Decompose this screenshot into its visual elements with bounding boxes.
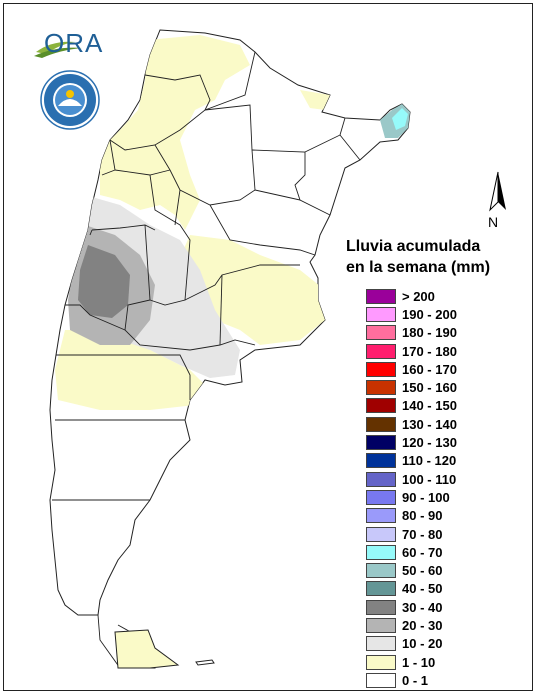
legend-item: > 200 — [366, 287, 516, 305]
legend-item: 80 - 90 — [366, 507, 516, 525]
legend-label: 60 - 70 — [402, 544, 443, 560]
legend-item: 50 - 60 — [366, 561, 516, 579]
legend-label: 90 - 100 — [402, 489, 450, 505]
isla-de-los-estados — [195, 659, 215, 666]
legend-swatch — [366, 617, 396, 633]
legend-swatch — [366, 471, 396, 487]
north-label: N — [488, 214, 499, 230]
legend-swatch — [366, 343, 396, 359]
legend-label: 130 - 140 — [402, 416, 457, 432]
legend-swatch — [366, 544, 396, 560]
legend-swatch — [366, 453, 396, 469]
legend-swatch — [366, 416, 396, 432]
legend-label: 50 - 60 — [402, 563, 443, 579]
legend-item: 30 - 40 — [366, 598, 516, 616]
legend-label: 150 - 160 — [402, 380, 457, 396]
zone-1-10-northeast — [300, 90, 330, 110]
zone-60-70-misiones — [392, 108, 408, 130]
legend-item: 100 - 110 — [366, 470, 516, 488]
legend-item: 150 - 160 — [366, 378, 516, 396]
legend-swatch — [366, 508, 396, 524]
ora-swoosh — [36, 41, 76, 54]
legend-label: 70 - 80 — [402, 526, 443, 542]
legend-swatch — [366, 288, 396, 304]
legend-label: 110 - 120 — [402, 453, 457, 469]
legend-label: > 200 — [402, 288, 435, 304]
legend-item: 140 - 150 — [366, 397, 516, 415]
legend-item: 40 - 50 — [366, 580, 516, 598]
legend-label: 40 - 50 — [402, 581, 443, 597]
legend-label: 30 - 40 — [402, 599, 443, 615]
legend-label: 100 - 110 — [402, 471, 457, 487]
rainfall-zones — [55, 35, 385, 410]
legend-swatch — [366, 526, 396, 542]
legend-item: 60 - 70 — [366, 543, 516, 561]
legend-label: 170 - 180 — [402, 343, 457, 359]
legend-item: 180 - 190 — [366, 324, 516, 342]
legend-swatch — [366, 489, 396, 505]
map-frame — [3, 3, 533, 691]
legend-title-line2: en la semana (mm) — [346, 259, 491, 276]
legend-item: 160 - 170 — [366, 360, 516, 378]
legend-swatch — [366, 672, 396, 688]
legend-item: 130 - 140 — [366, 415, 516, 433]
legend-label: 20 - 30 — [402, 617, 443, 633]
legend-item: 120 - 130 — [366, 433, 516, 451]
legend-item: 70 - 80 — [366, 525, 516, 543]
ora-logo-text: ORA — [44, 28, 104, 58]
legend-item: 110 - 120 — [366, 452, 516, 470]
legend-title: Lluvia acumulada en la semana (mm) — [346, 236, 490, 278]
legend-swatch — [366, 563, 396, 579]
zone-1-10-center — [170, 235, 325, 345]
legend-label: 140 - 150 — [402, 398, 457, 414]
legend-item: 10 - 20 — [366, 635, 516, 653]
legend-swatch — [366, 361, 396, 377]
legend-item: 90 - 100 — [366, 488, 516, 506]
smn-emblem-icon — [40, 70, 100, 130]
legend-label: 160 - 170 — [402, 361, 457, 377]
legend-item: 20 - 30 — [366, 616, 516, 634]
province-borders — [52, 51, 361, 669]
legend-label: 10 - 20 — [402, 636, 443, 652]
legend-label: 180 - 190 — [402, 325, 457, 341]
legend-label: 80 - 90 — [402, 508, 443, 524]
legend: > 200 190 - 200 180 - 190 170 - 180 160 - 17… — [366, 287, 516, 690]
legend-swatch — [366, 398, 396, 414]
legend-swatch — [366, 380, 396, 396]
legend-label: 190 - 200 — [402, 306, 457, 322]
legend-swatch — [366, 599, 396, 615]
legend-swatch — [366, 654, 396, 670]
ora-logo — [34, 41, 82, 58]
legend-item: 170 - 180 — [366, 342, 516, 360]
legend-item: 1 - 10 — [366, 653, 516, 671]
legend-swatch — [366, 306, 396, 322]
legend-item: 190 - 200 — [366, 305, 516, 323]
legend-swatch — [366, 636, 396, 652]
legend-label: 1 - 10 — [402, 654, 436, 670]
legend-swatch — [366, 435, 396, 451]
north-arrow-icon — [489, 171, 506, 212]
legend-label: 0 - 1 — [402, 672, 429, 688]
legend-label: 120 - 130 — [402, 435, 457, 451]
tierra-del-fuego — [114, 629, 180, 669]
legend-swatch — [366, 581, 396, 597]
zone-1-10-cuyo — [55, 330, 205, 410]
legend-title-line1: Lluvia acumulada — [346, 238, 481, 255]
legend-swatch — [366, 325, 396, 341]
zone-30-40-west — [78, 245, 130, 318]
legend-item: 0 - 1 — [366, 671, 516, 689]
